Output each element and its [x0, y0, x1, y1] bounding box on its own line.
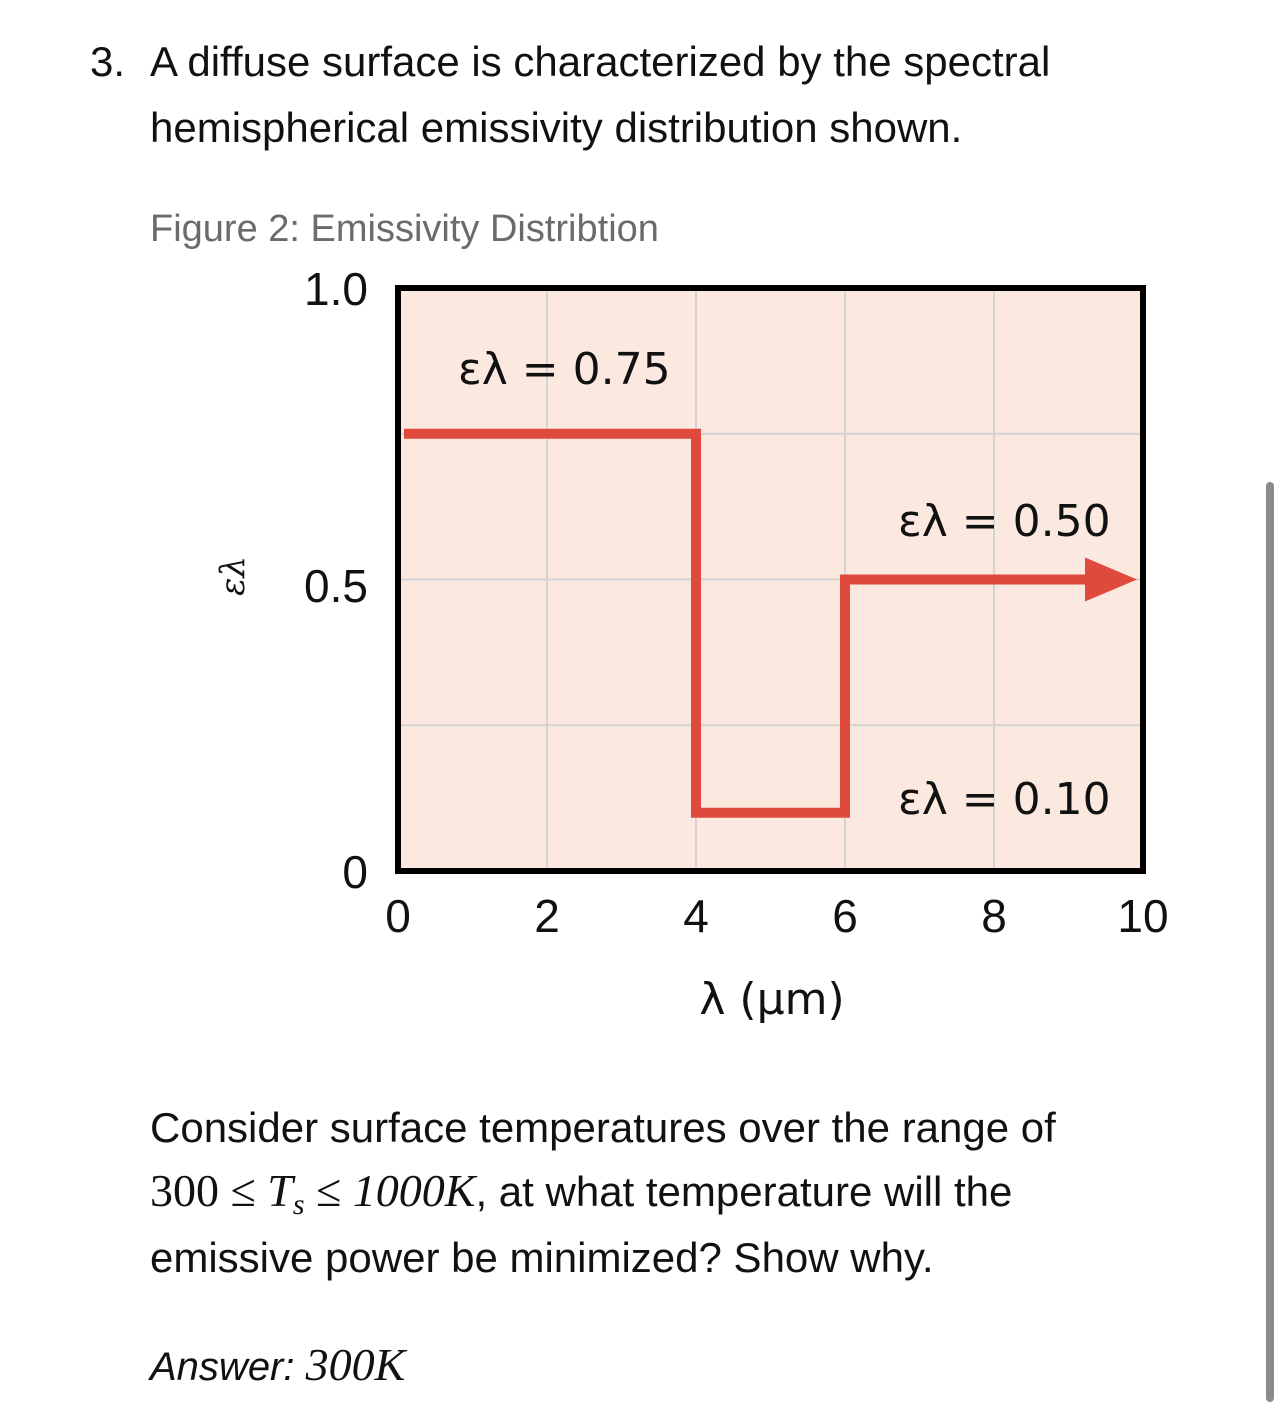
annotation-0.75: ελ = 0.75 — [458, 344, 671, 395]
paragraph-line-1: Consider surface temperatures over the r… — [150, 1104, 1056, 1151]
annotation-0.50: ελ = 0.50 — [898, 496, 1111, 547]
answer: Answer: 300K — [150, 1338, 405, 1391]
x-tick-0: 0 — [385, 890, 411, 942]
y-tick-0: 0 — [342, 846, 368, 898]
question-number: 3. — [90, 38, 126, 85]
emissivity-chart: 1.0 0.5 0 ελ 0 2 4 6 8 10 λ (µm) ελ = 0.75 ελ… — [213, 263, 1169, 1025]
figure-caption: Figure 2: Emissivity Distribtion — [150, 208, 659, 250]
emissivity-step-line — [404, 428, 1089, 818]
annotation-0.10: ελ = 0.10 — [898, 774, 1111, 825]
range-expression: 300 ≤ Ts ≤ 1000K — [150, 1165, 476, 1221]
paragraph-line-2-rest: , at what temperature will the — [475, 1168, 1013, 1215]
leq-symbol-2: ≤ — [316, 1165, 342, 1216]
x-tick-10: 10 — [1117, 890, 1168, 942]
y-tick-0.5: 0.5 — [304, 560, 368, 612]
range-high: 1000K — [352, 1165, 476, 1216]
range-low: 300 — [150, 1165, 219, 1216]
question-line-2: hemispherical emissivity distribution sh… — [150, 104, 963, 151]
answer-value: 300K — [305, 1339, 406, 1390]
x-tick-6: 6 — [832, 890, 858, 942]
x-tick-8: 8 — [981, 890, 1007, 942]
x-axis-label: λ (µm) — [699, 974, 844, 1025]
paragraph-line-3: emissive power be minimized? Show why. — [150, 1234, 934, 1281]
paragraph-line-2: 300 ≤ Ts ≤ 1000K, at what temperature wi… — [150, 1164, 1012, 1222]
x-tick-labels: 0 2 4 6 8 10 — [385, 890, 1168, 942]
temperature-symbol: T — [267, 1165, 293, 1216]
x-tick-4: 4 — [683, 890, 709, 942]
arrow-head-icon — [1085, 557, 1137, 602]
answer-label: Answer: — [150, 1345, 295, 1389]
question-line-1: A diffuse surface is characterized by th… — [150, 38, 1051, 85]
y-axis-label: ελ — [213, 556, 253, 596]
leq-symbol-1: ≤ — [230, 1165, 256, 1216]
y-tick-1.0: 1.0 — [304, 263, 368, 315]
temperature-subscript: s — [292, 1188, 305, 1221]
plot-frame — [395, 285, 1146, 874]
x-tick-2: 2 — [534, 890, 560, 942]
scrollbar[interactable] — [1266, 482, 1274, 1402]
